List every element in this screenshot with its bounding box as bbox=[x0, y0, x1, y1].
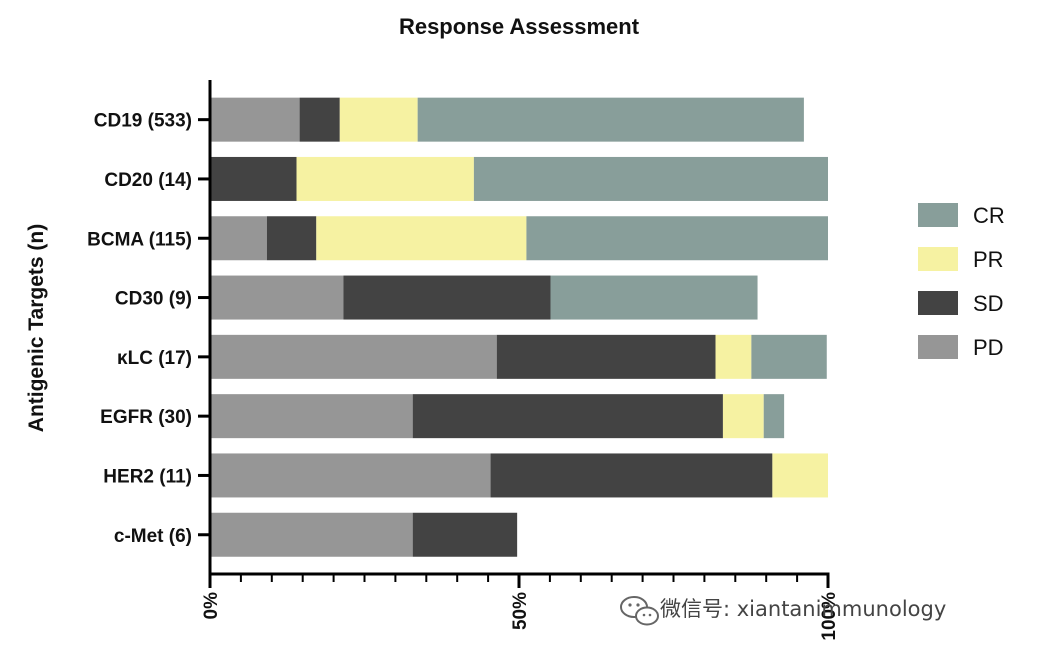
bar-pd-4 bbox=[210, 334, 497, 379]
bars-group bbox=[210, 97, 828, 557]
legend-swatch-sd bbox=[918, 291, 958, 315]
bar-sd-4 bbox=[496, 334, 716, 379]
bar-pd-2 bbox=[210, 216, 267, 261]
category-label-3: CD30 (9) bbox=[115, 289, 192, 310]
bar-sd-6 bbox=[490, 453, 773, 498]
bar-sd-7 bbox=[412, 512, 518, 557]
legend-label-cr: CR bbox=[973, 203, 1005, 228]
bar-pd-6 bbox=[210, 453, 491, 498]
category-label-4: κLC (17) bbox=[117, 348, 192, 369]
bar-pr-1 bbox=[296, 156, 474, 201]
bar-cr-0 bbox=[417, 97, 804, 142]
category-label-2: BCMA (115) bbox=[87, 229, 192, 250]
x-tick-labels: 0% 50% 100% bbox=[201, 592, 840, 641]
watermark: 微信号: xiantanimmunology bbox=[620, 596, 946, 626]
bar-cr-3 bbox=[550, 275, 758, 320]
bar-pd-5 bbox=[210, 394, 413, 439]
legend-swatch-pr bbox=[918, 247, 958, 271]
bar-pr-6 bbox=[772, 453, 828, 498]
category-label-1: CD20 (14) bbox=[104, 170, 192, 191]
x-tick-label-2: 100% bbox=[819, 592, 840, 641]
legend-swatch-pd bbox=[918, 335, 958, 359]
x-tick-label-0: 0% bbox=[201, 592, 222, 620]
chart-title: Response Assessment bbox=[399, 14, 640, 39]
bar-pr-5 bbox=[722, 394, 764, 439]
legend: CR PR SD PD bbox=[918, 203, 1005, 360]
wechat-icon bbox=[620, 596, 659, 626]
y-axis-label: Antigenic Targets (n) bbox=[25, 224, 48, 432]
category-labels: CD19 (533) CD20 (14) BCMA (115) CD30 (9) κLC… bbox=[87, 111, 192, 547]
bar-pr-4 bbox=[715, 334, 752, 379]
legend-label-pr: PR bbox=[973, 247, 1004, 272]
bar-sd-2 bbox=[266, 216, 317, 261]
bar-pd-7 bbox=[210, 512, 413, 557]
bar-sd-1 bbox=[210, 156, 297, 201]
category-label-6: HER2 (11) bbox=[103, 466, 192, 487]
legend-label-sd: SD bbox=[973, 291, 1004, 316]
legend-swatch-cr bbox=[918, 203, 958, 227]
bar-cr-5 bbox=[763, 394, 785, 439]
bar-pr-2 bbox=[316, 216, 527, 261]
bar-sd-5 bbox=[412, 394, 723, 439]
bar-pr-0 bbox=[339, 97, 418, 142]
bar-sd-3 bbox=[343, 275, 551, 320]
bar-cr-2 bbox=[526, 216, 828, 261]
axes bbox=[198, 80, 830, 588]
bar-pd-0 bbox=[210, 97, 300, 142]
category-label-7: c-Met (6) bbox=[114, 526, 192, 547]
watermark-text: 微信号: xiantanimmunology bbox=[660, 597, 946, 621]
bar-cr-1 bbox=[473, 156, 828, 201]
category-label-5: EGFR (30) bbox=[100, 407, 192, 428]
bar-cr-4 bbox=[751, 334, 827, 379]
bar-sd-0 bbox=[299, 97, 340, 142]
bar-pd-3 bbox=[210, 275, 344, 320]
legend-label-pd: PD bbox=[973, 335, 1004, 360]
category-label-0: CD19 (533) bbox=[94, 111, 192, 132]
x-tick-label-1: 50% bbox=[510, 592, 531, 630]
